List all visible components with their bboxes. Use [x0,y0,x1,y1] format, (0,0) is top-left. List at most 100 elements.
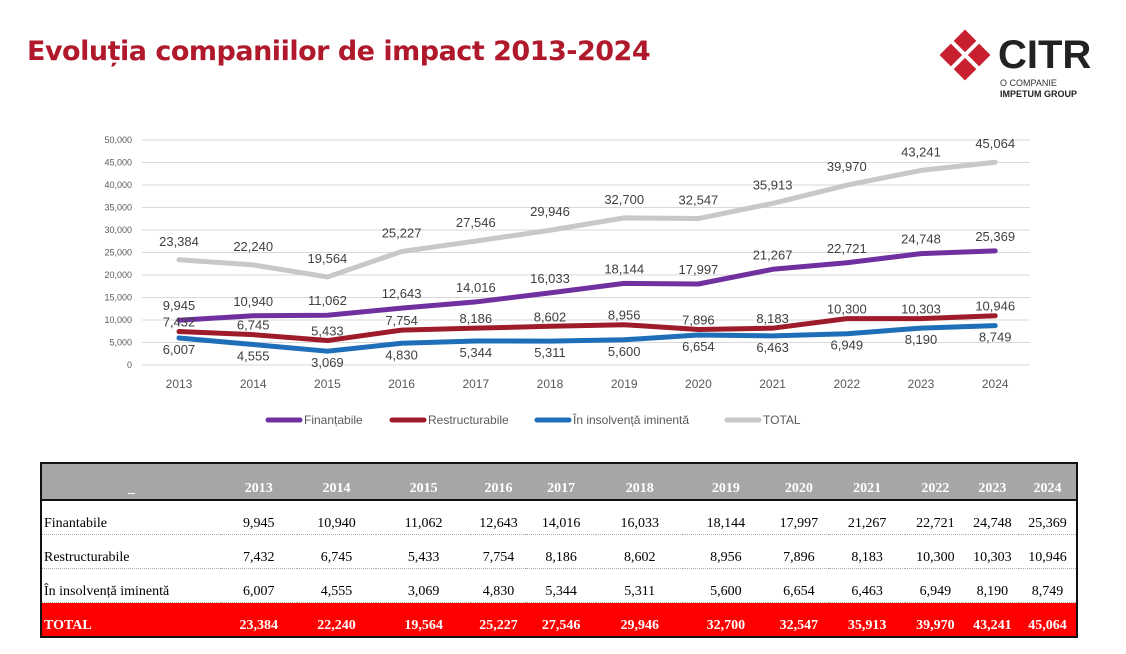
data-label: 4,555 [237,349,270,364]
y-tick-label: 5,000 [109,338,132,348]
table-corner: _ [41,463,221,501]
data-label: 32,700 [604,192,644,207]
table-header-year: 2020 [768,463,830,501]
table-header-year: 2017 [525,463,597,501]
table-cell: 17,997 [768,500,830,535]
line-chart: 0 5,000 10,000 15,000 20,000 25,000 30,000 35,0… [104,135,1030,427]
table-header-year: 2016 [470,463,526,501]
table-row: Finantabile 9,945 10,940 11,062 12,643 14,016… [41,500,1077,535]
table-cell: 29,946 [596,602,684,637]
table-cell: 7,754 [470,534,526,569]
table-cell: 10,946 [1018,534,1077,569]
table-cell: 18,144 [683,500,769,535]
table-cell: 7,896 [768,534,830,569]
row-label: În insolvență iminentă [41,568,221,603]
table-cell: 27,546 [525,602,597,637]
data-label: 22,240 [233,239,273,254]
data-table: _ 2013 2014 2015 2016 2017 2018 2019 2020 2021 202… [40,462,1078,638]
table-cell: 45,064 [1018,602,1077,637]
table-cell: 10,300 [905,534,966,569]
table-cell: 4,830 [470,568,526,603]
data-label: 5,600 [608,344,641,359]
data-label: 10,303 [901,302,941,317]
table-cell: 7,432 [220,534,297,569]
data-label: 7,432 [163,315,196,330]
data-label: 16,033 [530,271,570,286]
x-tick-label: 2022 [833,377,860,391]
y-tick-label: 45,000 [104,158,132,168]
x-tick-label: 2014 [240,377,267,391]
table-cell: 6,007 [220,568,297,603]
data-label: 10,946 [975,299,1015,314]
table-header-year: 2021 [829,463,906,501]
data-label: 10,940 [233,294,273,309]
logo-text: CITR [998,33,1091,77]
table-cell: 19,564 [376,602,471,637]
table-cell: 22,240 [296,602,377,637]
table-header-year: 2018 [596,463,684,501]
data-label: 14,016 [456,280,496,295]
x-tick-label: 2018 [537,377,564,391]
logo-group: IMPETUM GROUP [1000,89,1077,99]
table-cell: 4,555 [296,568,377,603]
data-label: 8,749 [979,330,1012,345]
data-label: 35,913 [753,177,793,192]
data-label: 10,300 [827,302,867,317]
data-label: 12,643 [382,286,422,301]
table-cell: 32,700 [683,602,769,637]
table-header-year: 2019 [683,463,769,501]
table-header-year: 2014 [296,463,377,501]
table-cell: 8,190 [965,568,1019,603]
data-label: 6,745 [237,318,270,333]
y-tick-label: 40,000 [104,180,132,190]
table-cell: 22,721 [905,500,966,535]
x-tick-label: 2016 [388,377,415,391]
x-tick-label: 2024 [982,377,1009,391]
y-tick-label: 50,000 [104,135,132,145]
table-cell: 5,433 [376,534,471,569]
data-label: 21,267 [753,247,793,262]
row-label: Finantabile [41,500,221,535]
data-label: 17,997 [679,262,719,277]
y-tick-label: 30,000 [104,225,132,235]
table-cell: 5,600 [683,568,769,603]
data-label: 43,241 [901,144,941,159]
table-cell: 6,949 [905,568,966,603]
y-tick-label: 25,000 [104,248,132,258]
logo-subtitle: O COMPANIE [1000,78,1057,88]
series-line-0 [176,248,998,323]
table-cell: 14,016 [525,500,597,535]
data-label: 8,190 [905,332,938,347]
data-label: 8,186 [460,311,493,326]
table-row: În insolvență iminentă 6,007 4,555 3,069 4,8… [41,568,1077,603]
table-header-year: 2013 [220,463,297,501]
table-cell: 5,311 [596,568,684,603]
data-label: 8,183 [756,311,789,326]
table-cell: 24,748 [965,500,1019,535]
table-cell: 25,227 [470,602,526,637]
table-cell: 8,602 [596,534,684,569]
legend-label: În insolvență iminentă [572,412,689,427]
table-cell: 8,186 [525,534,597,569]
page-title: Evoluția companiilor de impact 2013-2024 [27,36,651,67]
y-tick-label: 20,000 [104,270,132,280]
data-label: 11,062 [308,293,347,308]
data-label: 25,369 [975,229,1015,244]
table-cell: 11,062 [376,500,471,535]
table-cell: 39,970 [905,602,966,637]
row-label: Restructurabile [41,534,221,569]
data-label: 23,384 [159,234,199,249]
table-cell: 21,267 [829,500,906,535]
data-label: 24,748 [901,232,941,247]
table-cell: 16,033 [596,500,684,535]
legend-label: TOTAL [763,413,801,427]
data-label: 6,654 [682,339,715,354]
legend-label: Restructurabile [428,413,509,427]
data-label: 5,433 [311,324,344,339]
table-cell: 25,369 [1018,500,1077,535]
y-tick-label: 15,000 [104,293,132,303]
table-cell: 10,940 [296,500,377,535]
citr-logo: CITR O COMPANIE IMPETUM GROUP [940,29,1091,99]
table-cell: 3,069 [376,568,471,603]
data-label: 6,463 [756,340,789,355]
